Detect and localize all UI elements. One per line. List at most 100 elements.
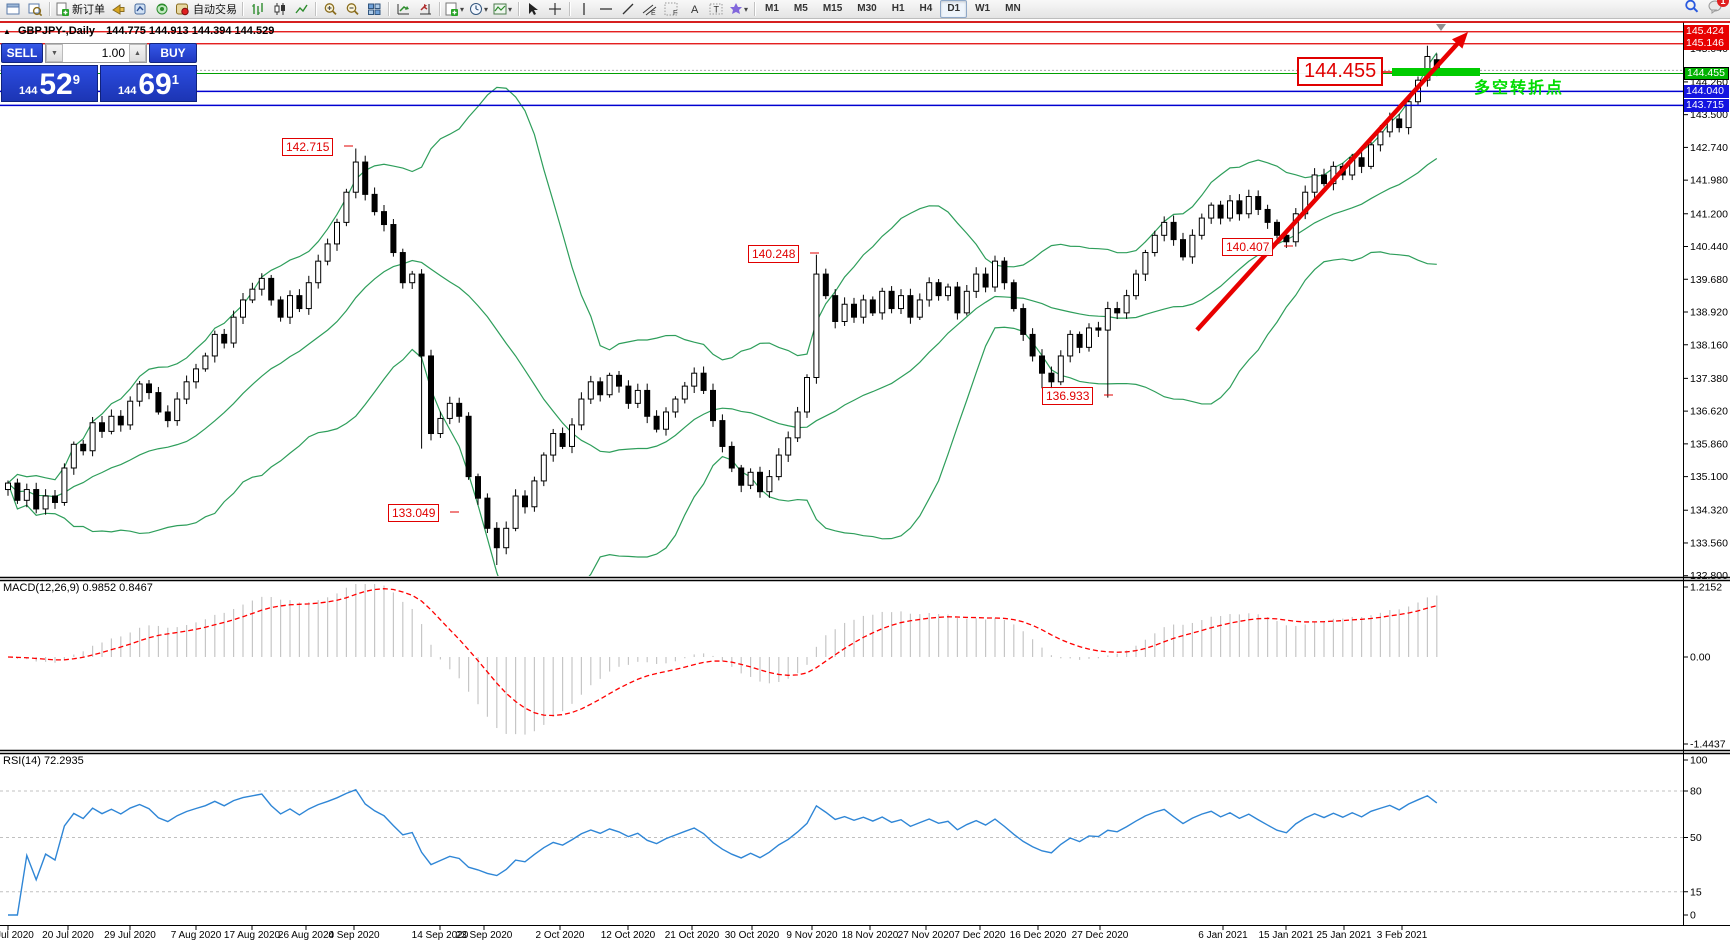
metaeditor-icon[interactable] — [129, 1, 151, 17]
sell-price-pip: 9 — [72, 72, 80, 87]
bar-chart-type-icon[interactable] — [246, 1, 268, 17]
date-tick: 10 Jul 2020 — [0, 930, 34, 941]
toolbar-separator — [46, 1, 53, 17]
svg-text:A: A — [691, 4, 699, 16]
key-level-highlight-bar[interactable] — [1392, 68, 1480, 76]
toolbar-separator — [751, 1, 758, 17]
date-tick: 23 Sep 2020 — [456, 930, 513, 941]
trendline-tool-icon[interactable] — [617, 1, 639, 17]
search-icon[interactable] — [1684, 0, 1700, 19]
one-click-collapse-arrow[interactable]: ▲ — [3, 27, 11, 36]
timeframe-button-m30[interactable]: M30 — [857, 3, 877, 14]
rsi-axis-tick: 50 — [1690, 832, 1702, 844]
sell-price-display[interactable]: 144 52 9 — [1, 65, 98, 102]
fibonacci-tool-icon[interactable]: F — [661, 1, 683, 17]
arrows-tool-icon[interactable]: ▾ — [727, 1, 751, 17]
timeframe-button-h1[interactable]: H1 — [891, 3, 905, 14]
crosshair-icon[interactable] — [544, 1, 566, 17]
price-tick: 139.680 — [1690, 274, 1728, 286]
megaphone-icon[interactable] — [107, 1, 129, 17]
date-tick: 12 Oct 2020 — [601, 930, 656, 941]
swing-price-label[interactable]: 142.715 — [282, 138, 334, 156]
trend-arrow[interactable] — [1195, 40, 1461, 332]
swing-price-label[interactable]: 136.933 — [1042, 387, 1094, 405]
timeframe-button-h4[interactable]: H4 — [919, 3, 933, 14]
volume-decrease-button[interactable]: ▼ — [46, 44, 63, 62]
swing-price-label[interactable]: 140.407 — [1222, 238, 1274, 256]
toolbar-separator — [566, 1, 573, 17]
date-tick: 7 Aug 2020 — [171, 930, 222, 941]
indicators-icon[interactable]: ▾ — [443, 1, 467, 17]
sell-price-main: 52 — [39, 68, 73, 101]
main-toolbar: 新订单 自动交易 ▾ ▾ ▾ E F A T ▾ M1 M5 M15 M30 H1 H4 D… — [0, 0, 1730, 19]
price-tick: 142.740 — [1690, 142, 1728, 154]
trend-arrow-head — [1452, 32, 1468, 49]
date-tick: 15 Jan 2021 — [1258, 930, 1313, 941]
date-tick: 9 Nov 2020 — [786, 930, 838, 941]
templates-icon[interactable]: ▾ — [491, 1, 515, 17]
buy-button[interactable]: BUY — [149, 43, 197, 63]
equidistant-channel-tool-icon[interactable]: E — [639, 1, 661, 17]
buy-price-prefix: 144 — [118, 85, 137, 97]
price-tick: 135.860 — [1690, 438, 1728, 450]
timeframe-button-m15[interactable]: M15 — [822, 3, 843, 14]
sell-price-prefix: 144 — [19, 85, 38, 97]
tile-windows-icon[interactable] — [363, 1, 385, 17]
timeframe-button-m5[interactable]: M5 — [793, 3, 808, 14]
timeframe-button-mn[interactable]: MN — [1005, 3, 1021, 14]
rsi-axis-tick: 15 — [1690, 886, 1702, 898]
cn-annotation-text[interactable]: 多空转折点 — [1474, 80, 1565, 97]
toolbar-separator — [436, 1, 443, 17]
axis-price-badge: 145.146 — [1684, 37, 1729, 51]
timeframe-button-w1[interactable]: W1 — [975, 3, 991, 14]
quote-ohlc-values: 144.775 144.913 144.394 144.529 — [106, 25, 275, 37]
toolbar-separator — [312, 1, 319, 17]
periods-icon[interactable]: ▾ — [467, 1, 491, 17]
key-level-label[interactable]: 144.455 — [1297, 57, 1384, 86]
rsi-axis-tick: 100 — [1690, 755, 1708, 767]
swing-price-label[interactable]: 133.049 — [388, 504, 440, 522]
notifications-icon[interactable]: 1 — [1708, 0, 1729, 19]
vertical-line-tool-icon[interactable] — [573, 1, 595, 17]
new-order-button[interactable]: 新订单 — [53, 1, 107, 17]
date-tick: 2 Oct 2020 — [536, 930, 585, 941]
toolbar-separator — [515, 1, 522, 17]
autotrading-button[interactable]: 自动交易 — [173, 1, 239, 17]
price-tick: 138.920 — [1690, 307, 1728, 319]
buy-price-display[interactable]: 144 69 1 — [100, 65, 197, 102]
cursor-icon[interactable] — [522, 1, 544, 17]
data-window-icon[interactable] — [24, 1, 46, 17]
timeframe-button-m1[interactable]: M1 — [765, 3, 779, 14]
signals-icon[interactable] — [151, 1, 173, 17]
price-tick: 137.380 — [1690, 373, 1728, 385]
volume-input[interactable]: 1.00 — [101, 46, 125, 60]
buy-price-pip: 1 — [171, 72, 179, 87]
date-tick: 25 Jan 2021 — [1316, 930, 1371, 941]
date-tick: 30 Oct 2020 — [725, 930, 780, 941]
volume-increase-button[interactable]: ▲ — [129, 44, 146, 62]
zoom-in-icon[interactable] — [319, 1, 341, 17]
timeframe-button-d1[interactable]: D1 — [940, 0, 968, 18]
candle-chart-type-icon[interactable] — [268, 1, 290, 17]
horizontal-line-tool-icon[interactable] — [595, 1, 617, 17]
axis-price-badge: 143.715 — [1684, 98, 1729, 112]
svg-text:▾: ▾ — [460, 5, 464, 14]
auto-scroll-icon[interactable] — [392, 1, 414, 17]
chart-shift-icon[interactable] — [414, 1, 436, 17]
sell-button[interactable]: SELL — [1, 43, 43, 63]
price-tick: 140.440 — [1690, 241, 1728, 253]
zoom-out-icon[interactable] — [341, 1, 363, 17]
chart-window-icon[interactable] — [2, 1, 24, 17]
candlesticks — [5, 45, 1440, 565]
text-tool-icon[interactable]: A — [683, 1, 705, 17]
text-label-tool-icon[interactable]: T — [705, 1, 727, 17]
swing-price-label[interactable]: 140.248 — [748, 245, 800, 263]
volume-spinner: ▼ 1.00 ▲ — [45, 43, 147, 63]
buy-price-main: 69 — [138, 68, 172, 101]
price-tick: 141.200 — [1690, 208, 1728, 220]
macd-pane — [7, 584, 1438, 735]
date-tick: 17 Aug 2020 — [224, 930, 281, 941]
line-chart-type-icon[interactable] — [290, 1, 312, 17]
